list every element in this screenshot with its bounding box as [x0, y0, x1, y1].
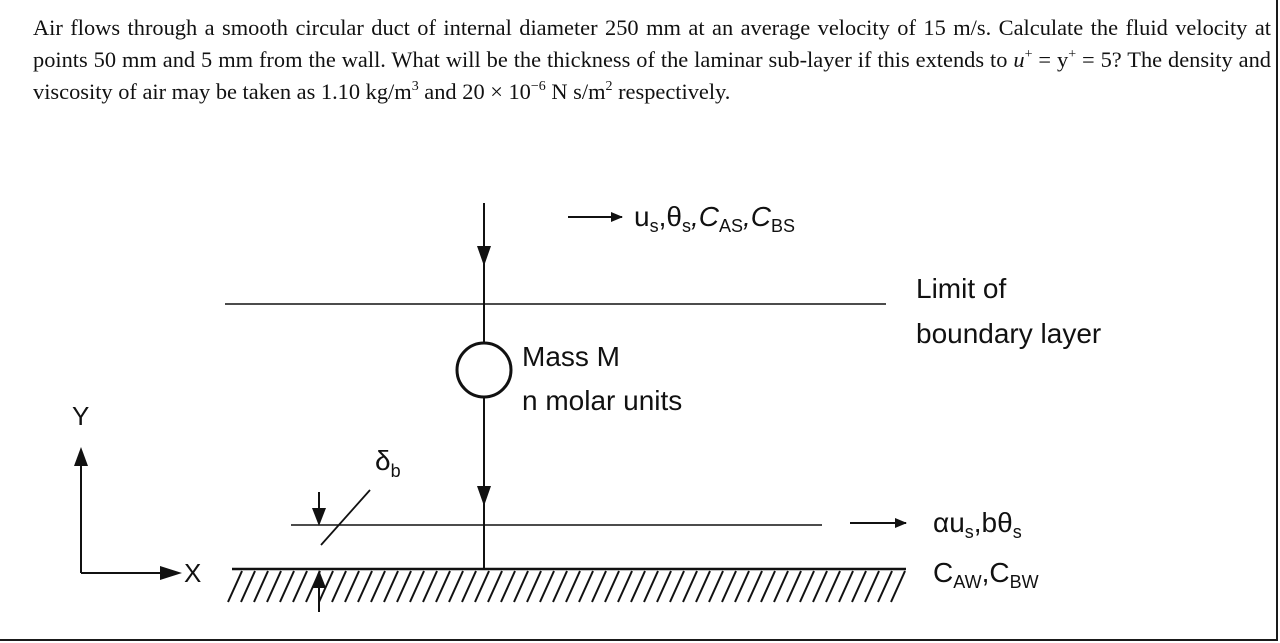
- y-axis-arrowhead: [74, 447, 88, 466]
- mass-label-line-2: n molar units: [522, 385, 682, 416]
- mass-circle: [455, 341, 513, 399]
- hatch-mark: [448, 570, 464, 603]
- hatch-mark: [422, 570, 438, 603]
- hatch-mark: [370, 570, 386, 603]
- equals-sign: =: [1032, 47, 1057, 72]
- hatch-mark: [500, 570, 516, 603]
- top-flow-label: us,θs,CAS,CBS: [634, 201, 795, 236]
- hatch-mark: [643, 570, 659, 603]
- boundary-label-line-2: boundary layer: [916, 318, 1101, 349]
- problem-line-1: Air flows through a smooth circular duct…: [33, 15, 992, 40]
- u-plus-symbol: u: [1013, 47, 1025, 72]
- x-axis-label: X: [184, 558, 201, 588]
- hatch-mark: [539, 570, 555, 603]
- hatch-mark: [526, 570, 542, 603]
- hatch-mark: [461, 570, 477, 603]
- hatch-mark: [513, 570, 529, 603]
- problem-line-3-start: sub-layer if this extends to: [768, 47, 1014, 72]
- hatch-mark: [318, 570, 334, 603]
- hatch-mark: [383, 570, 399, 603]
- delta-b-lower-arrowhead: [312, 570, 326, 588]
- hatch-mark: [799, 570, 815, 603]
- hatch-mark: [721, 570, 737, 603]
- hatch-mark: [292, 570, 308, 603]
- hatch-mark: [409, 570, 425, 603]
- hatch-mark: [877, 570, 893, 603]
- hatch-mark: [669, 570, 685, 603]
- hatch-mark: [812, 570, 828, 603]
- hatch-mark: [773, 570, 789, 603]
- hatch-mark: [396, 570, 412, 603]
- delta-b-upper-arrowhead: [312, 508, 326, 526]
- problem-line-4-end: respectively.: [612, 79, 731, 104]
- hatch-mark: [890, 570, 906, 603]
- wall-hatching: [227, 570, 906, 603]
- problem-line-3-rest: = 5? The density and viscosity of air ma…: [33, 47, 1271, 104]
- hatch-mark: [474, 570, 490, 603]
- problem-line-3-end: and: [418, 79, 457, 104]
- hatch-mark: [487, 570, 503, 603]
- x-axis-arrowhead: [160, 566, 182, 580]
- hatch-mark: [747, 570, 763, 603]
- hatch-mark: [344, 570, 360, 603]
- square-superscript: 2: [605, 78, 613, 94]
- hatch-mark: [604, 570, 620, 603]
- delta-b-leader-line: [320, 489, 371, 546]
- bottom-flow-label: αus,bθs: [933, 507, 1022, 542]
- exponent-superscript: −6: [530, 78, 546, 94]
- problem-statement: Air flows through a smooth circular duct…: [33, 12, 1271, 108]
- hatch-mark: [838, 570, 854, 603]
- hatch-mark: [825, 570, 841, 603]
- cube-superscript: 3: [411, 78, 419, 94]
- hatch-mark: [851, 570, 867, 603]
- hatch-mark: [357, 570, 373, 603]
- hatch-mark: [708, 570, 724, 603]
- u-plus-superscript: +: [1024, 46, 1033, 62]
- problem-line-4-units: N s/m: [545, 79, 606, 104]
- wall-concentration-label: CAW,CBW: [933, 557, 1039, 592]
- problem-line-2: Calculate the fluid velocity at points 5…: [33, 15, 1271, 72]
- boundary-label-line-1: Limit of: [916, 273, 1006, 304]
- hatch-mark: [253, 570, 269, 603]
- hatch-mark: [227, 570, 243, 603]
- hatch-mark: [617, 570, 633, 603]
- hatch-mark: [656, 570, 672, 603]
- hatch-mark: [266, 570, 282, 603]
- mass-label-line-1: Mass M: [522, 341, 620, 372]
- downward-arrow-bottom: [477, 486, 491, 506]
- y-plus-superscript: +: [1068, 46, 1077, 62]
- y-axis-label: Y: [72, 401, 89, 431]
- hatch-mark: [578, 570, 594, 603]
- delta-b-label: δb: [375, 445, 401, 481]
- hatch-mark: [786, 570, 802, 603]
- problem-line-4-start: 20 × 10: [462, 79, 531, 104]
- hatch-mark: [760, 570, 776, 603]
- hatch-mark: [864, 570, 880, 603]
- hatch-mark: [695, 570, 711, 603]
- hatch-mark: [331, 570, 347, 603]
- hatch-mark: [591, 570, 607, 603]
- hatch-mark: [565, 570, 581, 603]
- downward-arrow-top: [477, 246, 491, 266]
- hatch-mark: [552, 570, 568, 603]
- hatch-mark: [682, 570, 698, 603]
- hatch-mark: [435, 570, 451, 603]
- hatch-mark: [734, 570, 750, 603]
- hatch-mark: [305, 570, 321, 603]
- hatch-mark: [240, 570, 256, 603]
- y-plus-symbol: y: [1056, 47, 1069, 72]
- hatch-mark: [279, 570, 295, 603]
- hatch-mark: [630, 570, 646, 603]
